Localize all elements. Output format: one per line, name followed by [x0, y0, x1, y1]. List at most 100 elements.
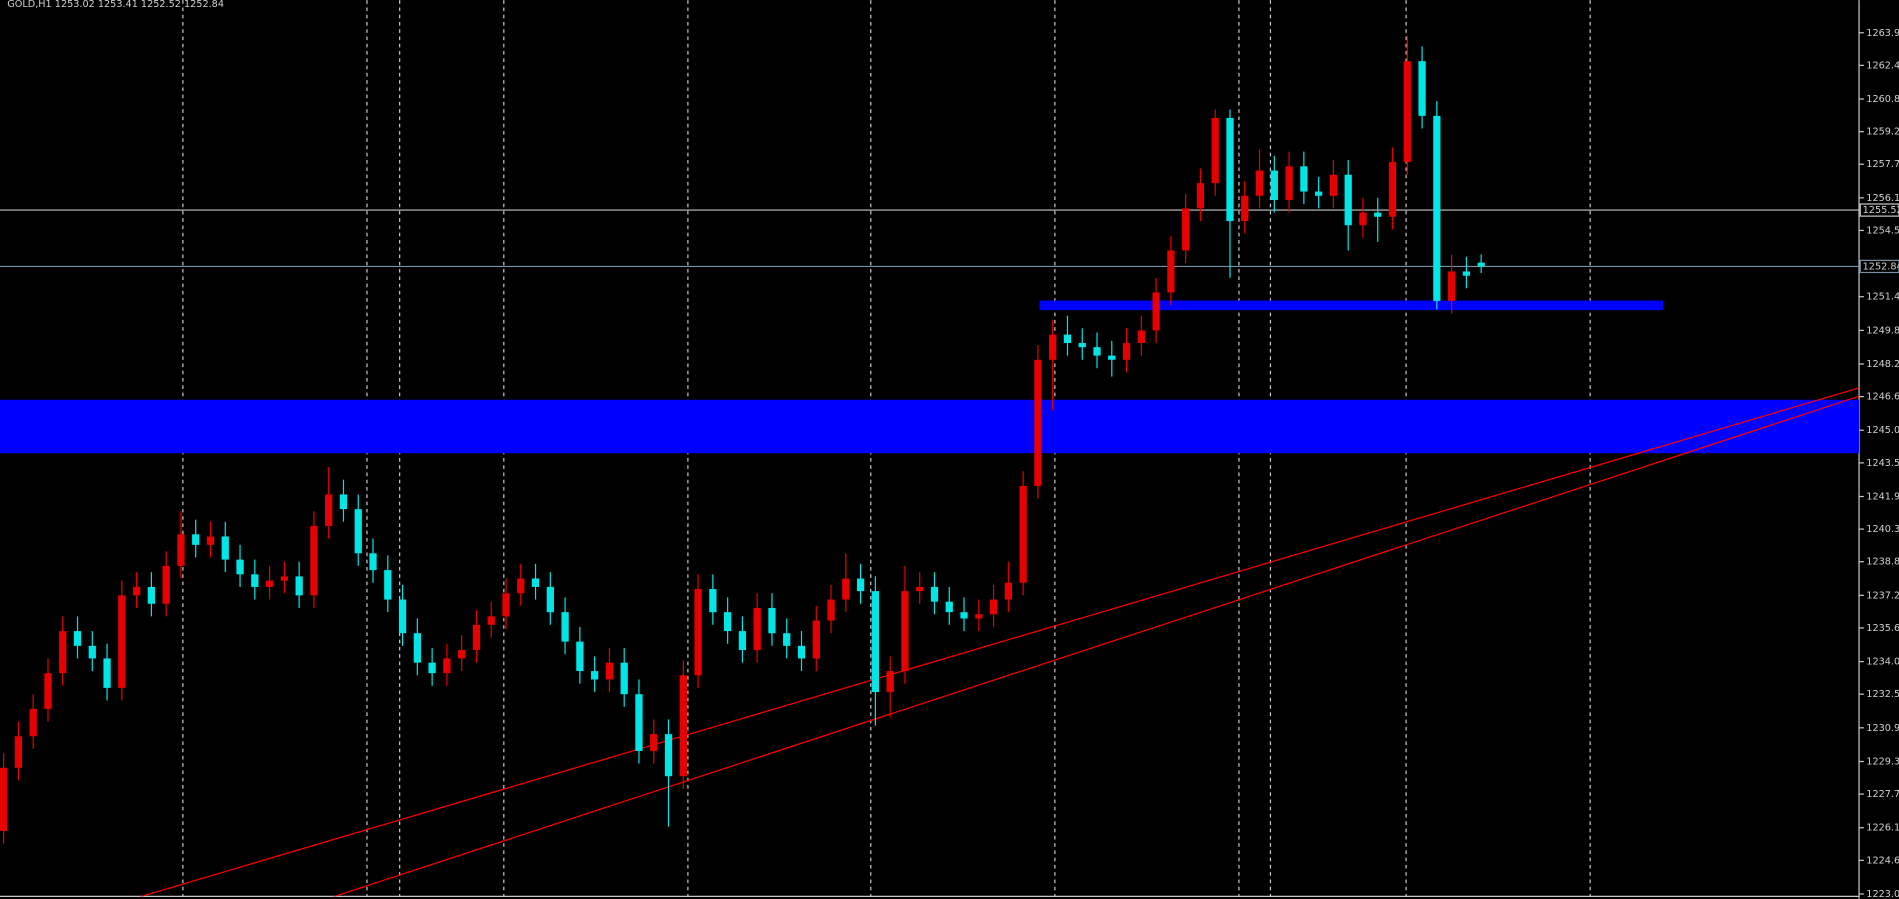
candle-body: [443, 658, 451, 674]
candle-body: [384, 570, 392, 600]
y-tick-label: 1254.55: [1866, 225, 1899, 236]
candle-body: [1182, 208, 1190, 251]
candle-body: [1315, 191, 1323, 196]
candle-body: [960, 612, 968, 619]
candle-body: [413, 633, 421, 663]
candle-body: [280, 576, 288, 581]
y-tick-label: 1256.10: [1866, 193, 1899, 204]
y-tick-label: 1237.20: [1866, 590, 1899, 601]
candle-body: [975, 614, 983, 619]
candle-body: [1329, 174, 1338, 196]
candle-body: [1403, 61, 1411, 163]
candle-body: [679, 675, 687, 777]
y-tick-label: 1249.80: [1866, 325, 1899, 336]
candle-body: [1078, 342, 1086, 348]
candle-body: [1359, 212, 1367, 226]
candle-body: [1063, 334, 1072, 343]
candle-body: [783, 633, 791, 646]
candle-body: [1034, 359, 1042, 486]
candle-body: [738, 631, 747, 651]
candle-body: [650, 734, 658, 751]
y-tick-label: 1263.95: [1866, 28, 1899, 39]
candle-body: [14, 736, 23, 768]
candle-body: [132, 586, 141, 596]
candle-body: [945, 601, 953, 613]
candle-body: [1300, 166, 1308, 192]
candle-body: [531, 578, 540, 587]
candle-body: [73, 631, 82, 646]
candle-body: [901, 591, 909, 672]
y-tick-label: 1235.65: [1866, 623, 1899, 634]
candle-body: [236, 559, 244, 575]
candle-body: [768, 607, 776, 634]
y-tick-label: 1223.00: [1866, 889, 1899, 899]
candle-body: [517, 578, 525, 594]
y-tick-label: 1240.35: [1866, 524, 1899, 535]
candle-body: [339, 494, 348, 510]
candle-body: [620, 662, 628, 695]
y-tick-label: 1230.90: [1866, 723, 1899, 734]
candle-body: [989, 599, 998, 615]
zone: [0, 399, 1860, 454]
candle-body: [1093, 347, 1101, 356]
candle-body: [177, 534, 185, 566]
candle-body: [103, 658, 111, 688]
y-tick-label: 1232.50: [1866, 689, 1899, 700]
candle-body: [1433, 115, 1441, 301]
candle-body: [1167, 250, 1175, 293]
candle-body: [1152, 292, 1160, 331]
y-tick-label: 1243.50: [1866, 458, 1899, 469]
candle-body: [295, 576, 303, 596]
candle-body: [812, 620, 820, 659]
trendline: [332, 395, 1860, 897]
candle-body: [118, 595, 126, 688]
price-label: 1255.52: [1863, 205, 1899, 216]
candle-body: [1226, 117, 1234, 222]
candle-body: [458, 650, 466, 659]
candle-body: [1270, 170, 1278, 200]
candle-body: [1122, 342, 1131, 360]
y-tick-label: 1260.80: [1866, 94, 1899, 105]
y-tick-label: 1259.25: [1866, 127, 1899, 138]
candle-body: [1462, 271, 1471, 276]
candle-body: [251, 574, 259, 587]
y-tick-label: 1245.05: [1866, 425, 1899, 436]
y-tick-label: 1262.40: [1866, 60, 1899, 71]
price-label-box: [1859, 203, 1899, 217]
candle-body: [1211, 117, 1219, 184]
candle-body: [1374, 212, 1382, 217]
y-tick-label: 1246.65: [1866, 392, 1899, 403]
candle-body: [487, 616, 495, 625]
candle-body: [398, 599, 407, 634]
candle-body: [664, 734, 673, 777]
candle-body: [576, 641, 584, 672]
candle-body: [472, 624, 481, 651]
candle-body: [44, 673, 52, 709]
candle-body: [916, 586, 924, 592]
candle-body: [797, 645, 806, 659]
candle-body: [827, 599, 835, 621]
y-tick-label: 1248.20: [1866, 359, 1899, 370]
price-label-box: [1859, 259, 1899, 274]
candle-body: [1108, 355, 1116, 360]
candle-body: [709, 589, 717, 613]
candle-body: [1049, 334, 1057, 360]
y-tick-label: 1251.40: [1866, 292, 1899, 303]
candle-body: [147, 586, 156, 604]
y-tick-label: 1234.05: [1866, 657, 1899, 668]
candle-body: [842, 578, 850, 600]
candle-body: [1019, 485, 1027, 583]
y-tick-label: 1226.15: [1866, 823, 1899, 834]
candle-body: [310, 525, 318, 596]
candle-body: [856, 578, 865, 592]
zone: [1039, 300, 1663, 311]
candle-body: [0, 767, 8, 831]
candle-body: [930, 586, 939, 602]
candle-body: [1418, 61, 1426, 116]
candle-body: [1285, 166, 1293, 200]
candle-body: [221, 536, 229, 560]
y-tick-label: 1257.70: [1866, 159, 1899, 170]
candle-body: [502, 593, 510, 617]
